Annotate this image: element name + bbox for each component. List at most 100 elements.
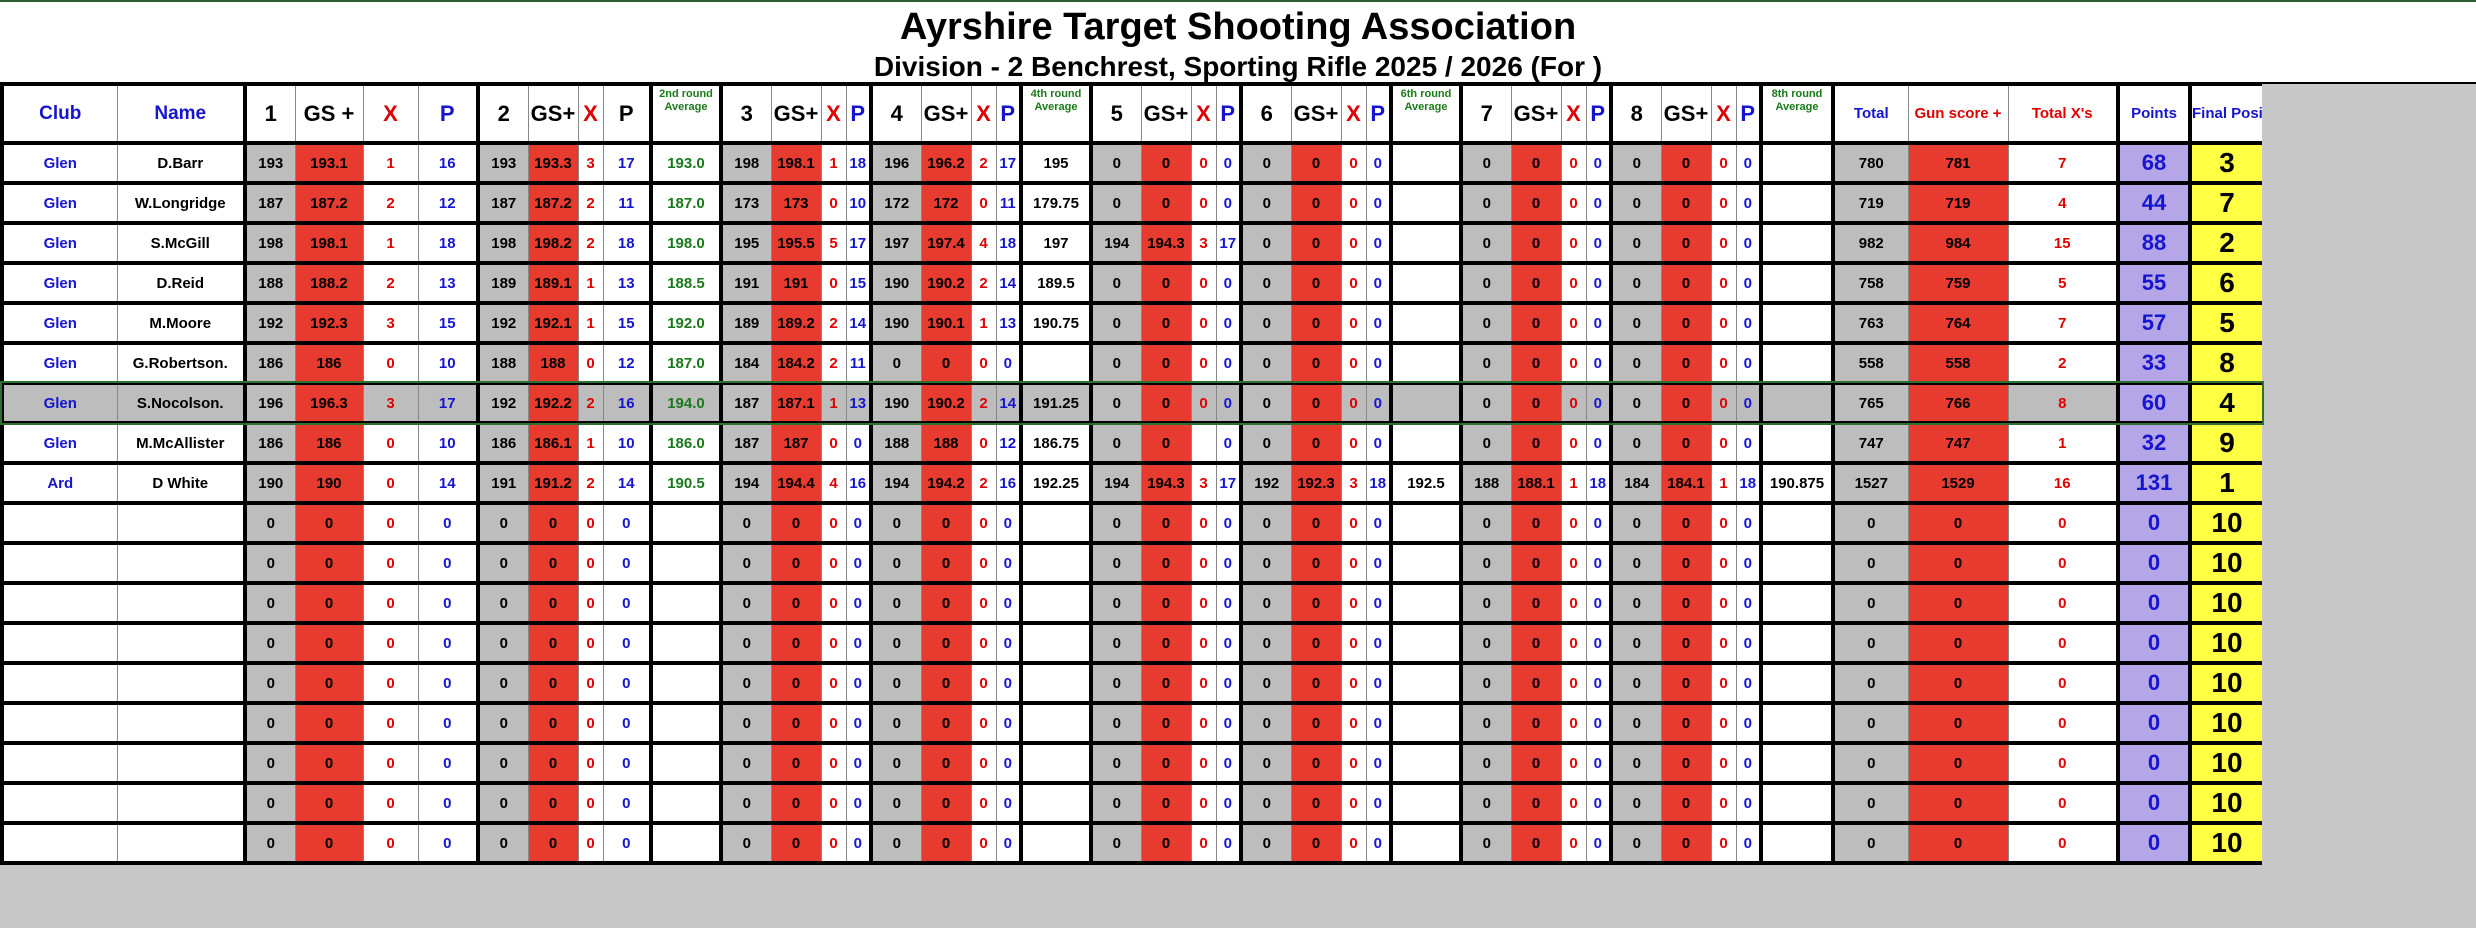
cell-gs1[interactable]: 0 xyxy=(294,663,363,705)
cell-x2[interactable]: 0 xyxy=(577,743,603,785)
cell-x1[interactable]: 1 xyxy=(362,223,418,265)
cell-avg6[interactable] xyxy=(1389,583,1461,625)
cell-avg8[interactable] xyxy=(1759,663,1833,705)
cell-gs3[interactable]: 189.2 xyxy=(770,303,821,345)
cell-x4[interactable]: 0 xyxy=(970,823,996,865)
cell-totx[interactable]: 1 xyxy=(2007,423,2118,465)
cell-x1[interactable]: 2 xyxy=(362,183,418,225)
cell-r1[interactable]: 188 xyxy=(243,263,295,305)
cell-gs7[interactable]: 0 xyxy=(1510,423,1561,465)
cell-p1[interactable]: 14 xyxy=(417,463,478,505)
cell-x4[interactable]: 2 xyxy=(970,463,996,505)
cell-x1[interactable]: 3 xyxy=(362,303,418,345)
cell-x3[interactable]: 0 xyxy=(820,823,846,865)
cell-avg4[interactable] xyxy=(1019,623,1091,665)
cell-points[interactable]: 0 xyxy=(2116,503,2190,545)
cell-x3[interactable]: 0 xyxy=(820,783,846,825)
cell-p3[interactable]: 0 xyxy=(845,503,871,545)
cell-p5[interactable]: 0 xyxy=(1215,623,1241,665)
cell-p8[interactable]: 0 xyxy=(1735,343,1761,385)
cell-gs6[interactable]: 0 xyxy=(1290,743,1341,785)
cell-gs8[interactable]: 0 xyxy=(1660,703,1711,745)
cell-p6[interactable]: 0 xyxy=(1365,743,1391,785)
cell-r5[interactable]: 0 xyxy=(1089,623,1141,665)
cell-x6[interactable]: 0 xyxy=(1340,263,1366,305)
cell-x4[interactable]: 2 xyxy=(970,383,996,425)
cell-avg2[interactable] xyxy=(649,783,721,825)
cell-gs6[interactable]: 0 xyxy=(1290,423,1341,465)
cell-x6[interactable]: 0 xyxy=(1340,543,1366,585)
cell-p1[interactable]: 10 xyxy=(417,423,478,465)
cell-p4[interactable]: 0 xyxy=(995,343,1021,385)
cell-p6[interactable]: 0 xyxy=(1365,183,1391,225)
cell-avg2[interactable] xyxy=(649,583,721,625)
cell-avg4[interactable] xyxy=(1019,663,1091,705)
cell-club[interactable] xyxy=(0,703,117,745)
cell-gs4[interactable]: 172 xyxy=(920,183,971,225)
cell-gs6[interactable]: 0 xyxy=(1290,183,1341,225)
cell-x5[interactable]: 0 xyxy=(1190,823,1216,865)
cell-r4[interactable]: 194 xyxy=(869,463,921,505)
cell-x4[interactable]: 0 xyxy=(970,183,996,225)
cell-r5[interactable]: 194 xyxy=(1089,223,1141,265)
cell-p2[interactable]: 14 xyxy=(602,463,651,505)
cell-p2[interactable]: 0 xyxy=(602,623,651,665)
cell-p8[interactable]: 0 xyxy=(1735,823,1761,865)
cell-gs4[interactable]: 0 xyxy=(920,703,971,745)
cell-r1[interactable]: 0 xyxy=(243,703,295,745)
cell-gs5[interactable]: 0 xyxy=(1140,143,1191,185)
cell-p1[interactable]: 10 xyxy=(417,343,478,385)
cell-r5[interactable]: 0 xyxy=(1089,263,1141,305)
cell-p7[interactable]: 18 xyxy=(1585,463,1611,505)
cell-x1[interactable]: 0 xyxy=(362,503,418,545)
cell-avg2[interactable]: 198.0 xyxy=(649,223,721,265)
cell-gs7[interactable]: 0 xyxy=(1510,623,1561,665)
cell-x1[interactable]: 0 xyxy=(362,463,418,505)
cell-gs4[interactable]: 0 xyxy=(920,343,971,385)
cell-gs6[interactable]: 0 xyxy=(1290,623,1341,665)
cell-total[interactable]: 0 xyxy=(1831,623,1908,665)
cell-total[interactable]: 1527 xyxy=(1831,463,1908,505)
cell-r5[interactable]: 0 xyxy=(1089,343,1141,385)
cell-points[interactable]: 33 xyxy=(2116,343,2190,385)
cell-club[interactable]: Ard xyxy=(0,463,117,505)
cell-p8[interactable]: 18 xyxy=(1735,463,1761,505)
cell-gun[interactable]: 984 xyxy=(1907,223,2008,265)
cell-p3[interactable]: 18 xyxy=(845,143,871,185)
cell-r6[interactable]: 0 xyxy=(1239,703,1291,745)
cell-club[interactable]: Glen xyxy=(0,183,117,225)
cell-p4[interactable]: 0 xyxy=(995,743,1021,785)
cell-x2[interactable]: 0 xyxy=(577,343,603,385)
cell-points[interactable]: 88 xyxy=(2116,223,2190,265)
cell-total[interactable]: 0 xyxy=(1831,543,1908,585)
cell-x2[interactable]: 0 xyxy=(577,543,603,585)
cell-r3[interactable]: 187 xyxy=(719,423,771,465)
cell-p7[interactable]: 0 xyxy=(1585,663,1611,705)
cell-r4[interactable]: 190 xyxy=(869,383,921,425)
cell-total[interactable]: 780 xyxy=(1831,143,1908,185)
cell-p3[interactable]: 10 xyxy=(845,183,871,225)
cell-r3[interactable]: 0 xyxy=(719,703,771,745)
cell-avg2[interactable]: 194.0 xyxy=(649,383,721,425)
cell-gs4[interactable]: 0 xyxy=(920,543,971,585)
cell-x4[interactable]: 0 xyxy=(970,343,996,385)
cell-club[interactable]: Glen xyxy=(0,423,117,465)
cell-p7[interactable]: 0 xyxy=(1585,783,1611,825)
cell-final[interactable]: 7 xyxy=(2188,183,2262,225)
cell-x3[interactable]: 0 xyxy=(820,183,846,225)
cell-r4[interactable]: 0 xyxy=(869,703,921,745)
cell-avg6[interactable] xyxy=(1389,143,1461,185)
cell-p6[interactable]: 0 xyxy=(1365,663,1391,705)
cell-r4[interactable]: 190 xyxy=(869,303,921,345)
cell-gun[interactable]: 1529 xyxy=(1907,463,2008,505)
cell-p5[interactable]: 0 xyxy=(1215,663,1241,705)
cell-gs3[interactable]: 0 xyxy=(770,623,821,665)
cell-avg6[interactable] xyxy=(1389,183,1461,225)
cell-x5[interactable]: 0 xyxy=(1190,143,1216,185)
cell-r7[interactable]: 188 xyxy=(1459,463,1511,505)
cell-p6[interactable]: 0 xyxy=(1365,423,1391,465)
cell-final[interactable]: 6 xyxy=(2188,263,2262,305)
cell-gs2[interactable]: 0 xyxy=(527,543,578,585)
cell-p4[interactable]: 0 xyxy=(995,823,1021,865)
cell-p7[interactable]: 0 xyxy=(1585,543,1611,585)
